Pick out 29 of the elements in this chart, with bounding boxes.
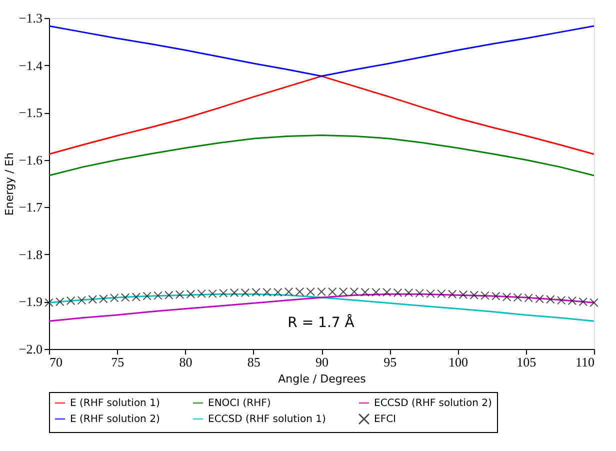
y-tick-label: −1.3	[18, 10, 42, 26]
line-series	[49, 75, 594, 155]
legend-label: ENOCI (RHF)	[208, 398, 271, 409]
x-tick-label: 105	[516, 354, 536, 370]
x-tick-label: 80	[179, 354, 192, 370]
legend-label: E (RHF solution 2)	[70, 414, 160, 425]
line-series	[49, 25, 594, 77]
legend-label: E (RHF solution 1)	[70, 398, 160, 409]
y-axis-title: Energy / Eh	[2, 152, 16, 216]
x-tick-label: 75	[111, 354, 124, 370]
y-tick-label: −1.6	[18, 152, 43, 168]
x-tick-label: 90	[316, 354, 328, 370]
x-tick-label: 110	[575, 354, 594, 370]
x-tick-label: 85	[247, 354, 260, 370]
y-tick-label: −1.5	[18, 105, 42, 120]
y-tick-label: −1.7	[18, 200, 43, 215]
x-axis-title: Angle / Degrees	[278, 372, 366, 386]
x-tick-label: 70	[50, 354, 62, 370]
line-series	[49, 134, 594, 176]
y-tick-label: −1.8	[18, 246, 42, 262]
legend-label: EFCI	[374, 414, 396, 425]
x-tick-label: 95	[384, 354, 397, 370]
y-tick-label: −1.4	[18, 58, 43, 73]
legend-label: ECCSD (RHF solution 1)	[208, 414, 326, 425]
y-tick-label: −2.0	[18, 342, 42, 356]
legend-label: ECCSD (RHF solution 2)	[374, 398, 492, 409]
x-tick-label: 100	[448, 354, 468, 370]
y-tick-label: −1.9	[18, 294, 42, 310]
annotation: R = 1.7 Å	[288, 314, 355, 331]
